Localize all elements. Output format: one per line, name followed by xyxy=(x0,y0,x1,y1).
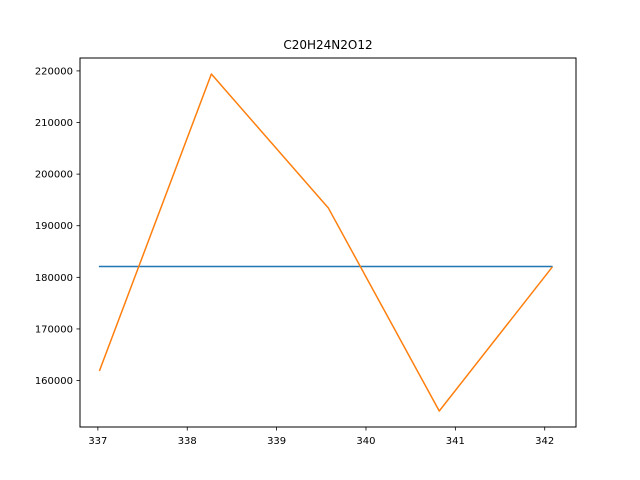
x-tick-label: 338 xyxy=(178,436,197,447)
x-tick-label: 337 xyxy=(88,436,107,447)
x-tick-label: 342 xyxy=(535,436,554,447)
series-line-2 xyxy=(98,73,553,412)
x-tick-label: 340 xyxy=(356,436,375,447)
y-tick-label: 160000 xyxy=(35,376,73,387)
x-tick-label: 341 xyxy=(446,436,465,447)
y-tick-label: 180000 xyxy=(35,273,73,284)
y-tick-label: 220000 xyxy=(35,66,73,77)
x-axis: 337 338 339 340 341 342 xyxy=(88,427,554,447)
y-tick-label: 210000 xyxy=(35,118,73,129)
y-tick-label: 190000 xyxy=(35,221,73,232)
y-axis: 160000 170000 180000 190000 200000 210000 2200… xyxy=(35,66,80,387)
plot-frame xyxy=(79,57,577,428)
y-tick-label: 200000 xyxy=(35,170,73,181)
x-tick-label: 339 xyxy=(267,436,286,447)
chart-title: C20H24N2O12 xyxy=(283,38,372,52)
y-tick-label: 170000 xyxy=(35,324,73,335)
series-layer xyxy=(98,73,553,412)
